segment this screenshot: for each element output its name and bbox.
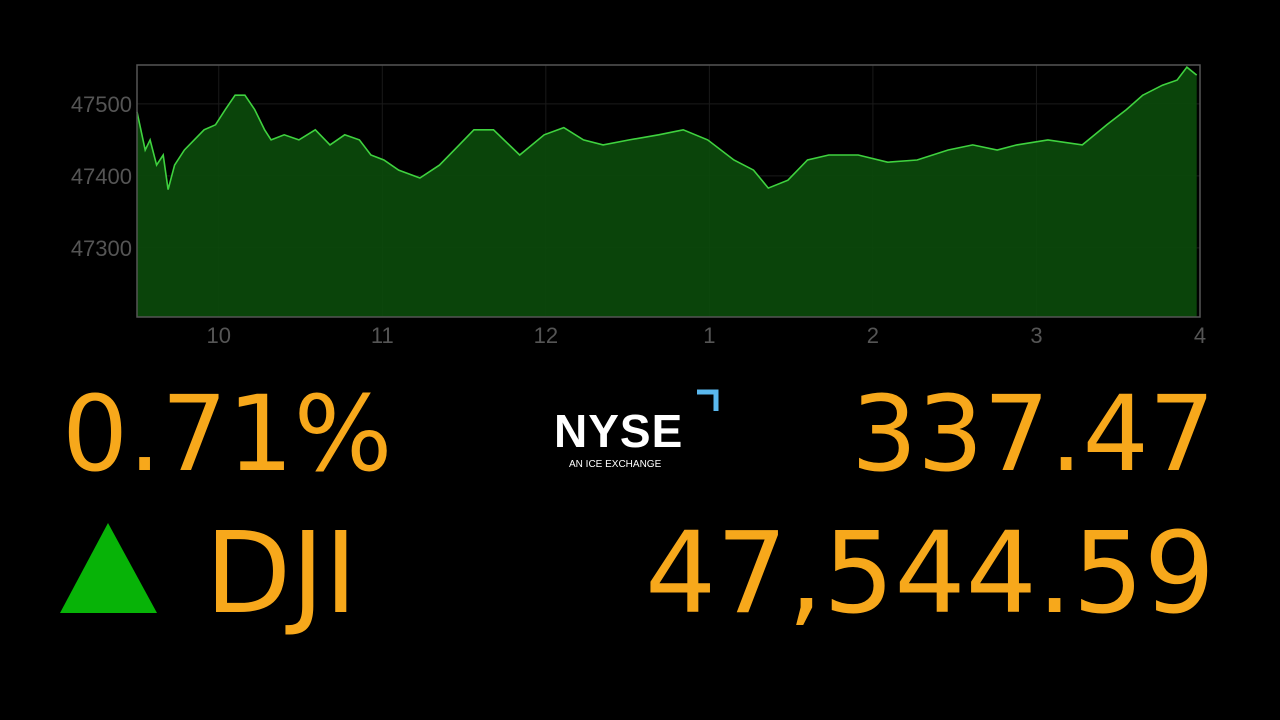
plot-frame: [136, 64, 1201, 318]
y-tick-label: 47300: [71, 236, 132, 261]
last-price: 47,544.59: [645, 509, 1215, 639]
y-tick-label: 47400: [71, 164, 132, 189]
up-arrow: [60, 523, 157, 613]
change-percent: 0.71%: [62, 373, 392, 495]
x-tick-label: 4: [1194, 323, 1206, 348]
x-tick-label: 1: [703, 323, 715, 348]
symbol: DJI: [205, 509, 357, 639]
x-tick-label: 12: [534, 323, 558, 348]
area: [137, 67, 1197, 317]
x-tick-label: 10: [207, 323, 231, 348]
series: [136, 66, 1198, 317]
y-tick-label: 47500: [71, 92, 132, 117]
change-points: 337.47: [851, 373, 1215, 495]
exchange-logo: NYSE: [554, 405, 683, 457]
logo-corner: [697, 389, 719, 411]
exchange-tagline: AN ICE EXCHANGE: [569, 459, 662, 470]
x-tick-label: 11: [371, 323, 394, 348]
line: [136, 66, 1198, 190]
x-tick-label: 3: [1030, 323, 1042, 348]
x-tick-label: 2: [867, 323, 879, 348]
